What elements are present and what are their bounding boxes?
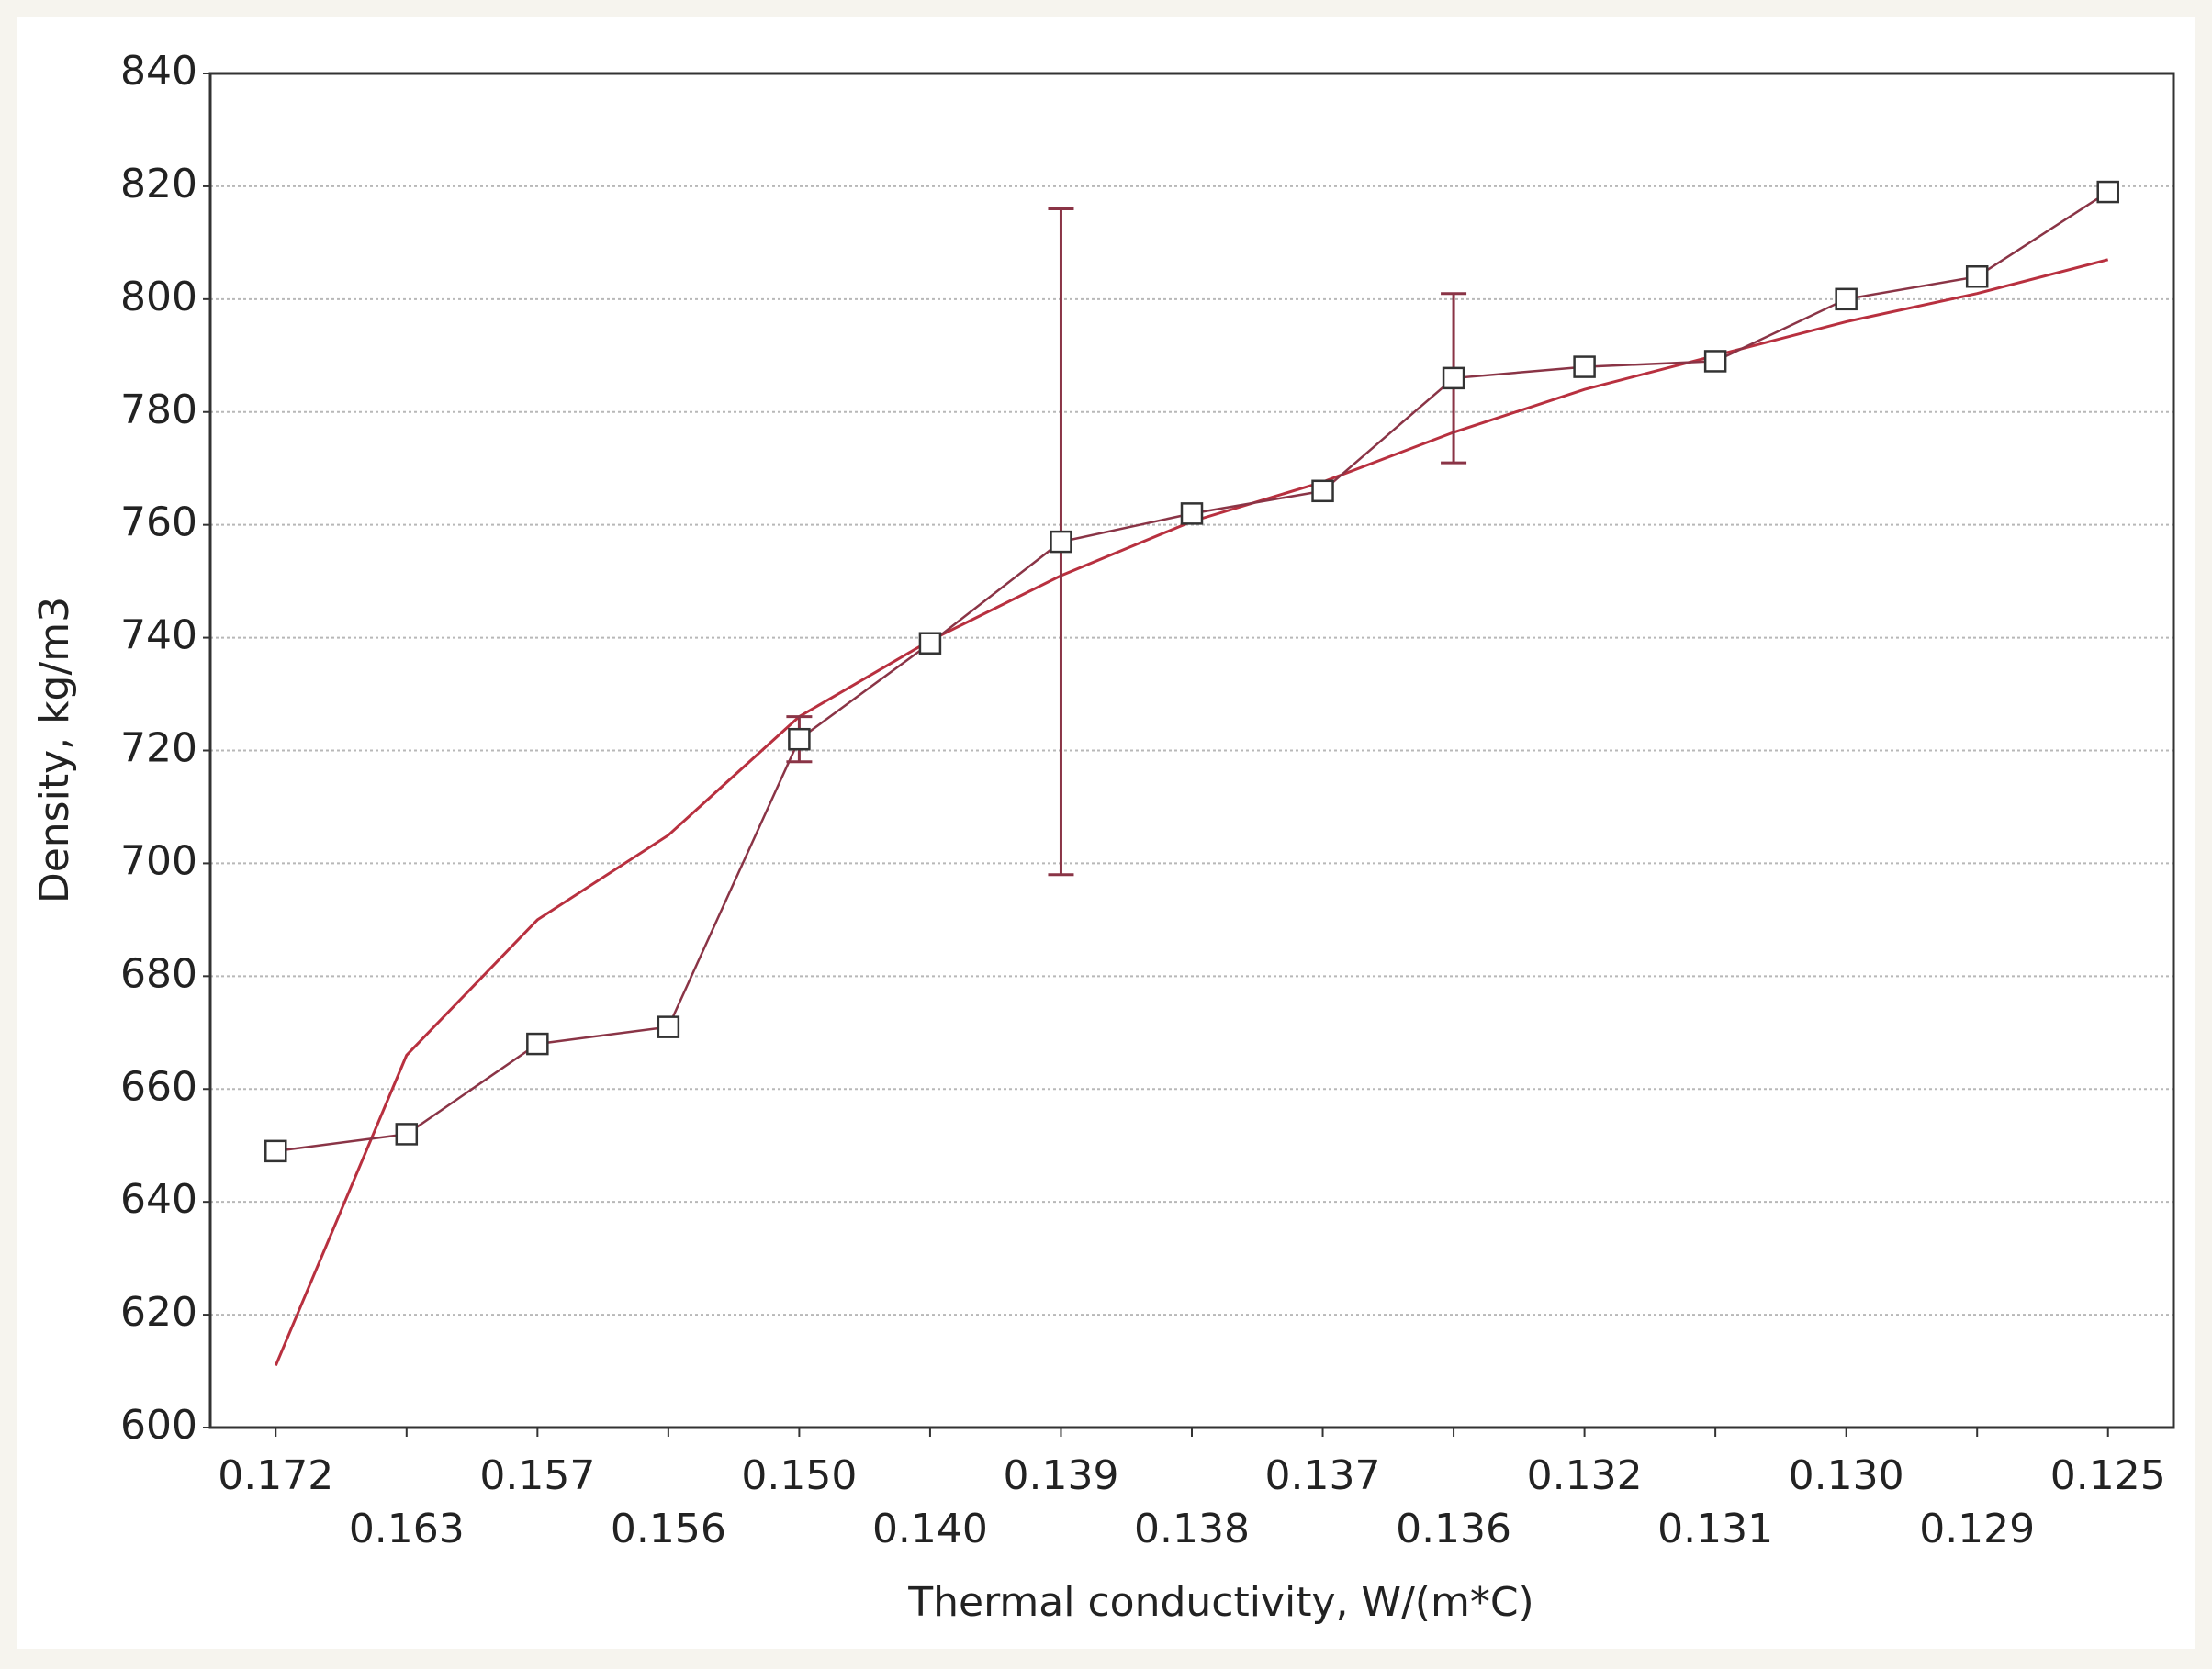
y-tick-label: 620 <box>120 1289 197 1336</box>
y-tick-label: 660 <box>120 1063 197 1110</box>
x-tick-label: 0.130 <box>1789 1452 1904 1499</box>
x-tick-label: 0.163 <box>349 1506 465 1552</box>
y-tick-label: 720 <box>120 725 197 772</box>
y-tick-label: 820 <box>120 161 197 207</box>
x-tick-label: 0.132 <box>1527 1452 1643 1499</box>
point <box>1573 355 1596 378</box>
y-tick-label: 700 <box>120 837 197 884</box>
point <box>1965 265 1989 288</box>
y-tick-label: 640 <box>120 1176 197 1223</box>
x-tick-label: 0.136 <box>1396 1506 1511 1552</box>
point <box>1442 366 1465 390</box>
x-tick-label: 0.172 <box>218 1452 333 1499</box>
x-tick-label: 0.137 <box>1265 1452 1381 1499</box>
x-tick-label: 0.129 <box>1919 1506 2035 1552</box>
x-axis-label: Thermal conductivity, W/(m*C) <box>907 1579 1533 1626</box>
y-tick-label: 740 <box>120 612 197 659</box>
point <box>1050 530 1072 554</box>
y-tick-label: 840 <box>120 48 197 95</box>
point <box>788 727 811 751</box>
x-tick-label: 0.157 <box>479 1452 595 1499</box>
point <box>395 1123 419 1146</box>
x-tick-label: 0.140 <box>872 1506 988 1552</box>
x-tick-label: 0.156 <box>611 1506 726 1552</box>
point <box>1703 350 1727 373</box>
point <box>657 1015 680 1038</box>
x-tick-label: 0.125 <box>2050 1452 2166 1499</box>
x-tick-label: 0.150 <box>741 1452 857 1499</box>
x-tick-label: 0.139 <box>1003 1452 1118 1499</box>
point <box>1835 287 1858 311</box>
x-tick-label: 0.138 <box>1134 1506 1250 1552</box>
y-tick-label: 780 <box>120 386 197 433</box>
y-tick-label: 760 <box>120 499 197 546</box>
y-axis-label: Density, kg/m3 <box>31 597 78 903</box>
y-tick-label: 680 <box>120 950 197 997</box>
point <box>2096 180 2119 204</box>
point <box>918 632 942 655</box>
chart-background <box>17 17 2195 1649</box>
y-tick-label: 600 <box>120 1402 197 1449</box>
point <box>264 1139 287 1163</box>
x-tick-label: 0.131 <box>1657 1506 1773 1552</box>
y-tick-label: 800 <box>120 274 197 320</box>
point <box>1311 479 1334 503</box>
point <box>1180 502 1204 525</box>
point <box>526 1032 549 1056</box>
